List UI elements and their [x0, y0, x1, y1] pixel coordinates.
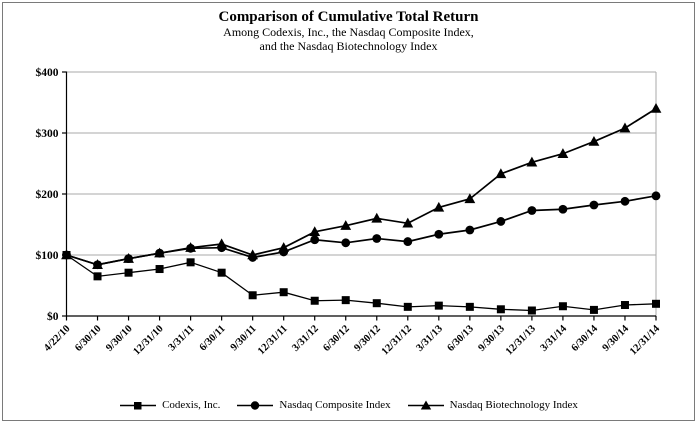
circle-marker-icon — [237, 400, 274, 410]
y-tick-label: $200 — [36, 188, 59, 201]
data-point-square — [403, 302, 412, 311]
x-tick-label: 12/31/14 — [628, 323, 663, 358]
data-point-triangle — [371, 212, 383, 223]
data-point-square — [248, 291, 257, 300]
data-point-circle — [558, 204, 568, 214]
chart-subtitle-line1: Among Codexis, Inc., the Nasdaq Composit… — [223, 25, 474, 40]
triangle-marker-icon — [407, 400, 444, 409]
data-point-triangle — [309, 226, 321, 237]
data-point-square — [372, 299, 381, 308]
x-tick-label: 12/31/11 — [256, 323, 290, 357]
legend-item-nasdaq-biotech: Nasdaq Biotechnology Index — [407, 399, 578, 411]
data-point-square — [310, 296, 319, 305]
data-point-triangle — [185, 242, 197, 252]
x-tick-label: 6/30/10 — [73, 323, 103, 353]
y-tick-label: $300 — [36, 127, 59, 140]
chart-legend: Codexis, Inc. Nasdaq Composite Index Nas… — [0, 399, 697, 411]
data-point-circle — [496, 217, 506, 226]
data-point-circle — [403, 237, 413, 246]
x-tick-label: 12/31/13 — [504, 323, 538, 357]
y-tick-label: $400 — [36, 66, 59, 79]
x-tick-label: 3/31/14 — [539, 323, 570, 354]
x-tick-label: 9/30/12 — [352, 323, 382, 353]
legend-label-codexis: Codexis, Inc. — [162, 399, 221, 411]
x-tick-label: 6/30/12 — [321, 323, 351, 353]
data-point-square — [341, 296, 350, 305]
x-tick-label: 6/30/13 — [445, 323, 475, 353]
x-tick-label: 6/30/11 — [198, 323, 228, 353]
data-point-circle — [465, 225, 475, 235]
legend-item-codexis: Codexis, Inc. — [119, 399, 220, 411]
legend-item-nasdaq-composite: Nasdaq Composite Index — [236, 399, 391, 411]
data-point-square — [155, 265, 164, 274]
x-tick-label: 4/22/10 — [42, 323, 72, 353]
data-point-square — [620, 301, 629, 310]
series-line-square — [66, 254, 657, 312]
x-tick-label: 12/31/12 — [380, 323, 414, 357]
data-point-circle — [434, 229, 444, 239]
data-point-triangle — [650, 103, 662, 113]
data-point-square — [124, 268, 133, 277]
data-point-square — [93, 272, 102, 281]
x-tick-label: 3/31/12 — [290, 323, 320, 353]
x-tick-label: 6/30/14 — [570, 323, 601, 354]
y-tick-label: $100 — [36, 249, 59, 262]
data-point-triangle — [464, 193, 476, 204]
data-point-square — [496, 305, 505, 314]
data-point-square — [589, 305, 598, 314]
x-tick-label: 12/31/10 — [132, 323, 166, 357]
chart-title: Comparison of Cumulative Total Return — [218, 9, 479, 25]
data-point-square — [652, 299, 660, 308]
data-point-triangle — [433, 201, 445, 212]
data-point-triangle — [216, 238, 228, 249]
x-tick-label: 9/30/13 — [477, 323, 507, 353]
data-point-circle — [651, 191, 661, 201]
legend-label-nasdaq-biotech: Nasdaq Biotechnology Index — [449, 399, 578, 411]
data-point-triangle — [402, 217, 414, 228]
data-point-triangle — [247, 249, 259, 260]
data-point-circle — [620, 196, 630, 206]
data-point-square — [279, 288, 288, 297]
data-point-triangle — [340, 220, 352, 230]
data-point-square — [465, 302, 474, 311]
data-point-square — [434, 301, 443, 310]
x-tick-label: 9/30/14 — [601, 323, 632, 354]
y-tick-label: $0 — [47, 310, 59, 323]
square-marker-icon — [120, 401, 157, 409]
data-point-triangle — [619, 122, 631, 133]
x-tick-label: 9/30/11 — [229, 323, 259, 353]
data-point-square — [527, 306, 536, 315]
x-tick-label: 3/31/13 — [414, 323, 444, 353]
data-point-triangle — [557, 148, 569, 158]
x-tick-label: 3/31/11 — [167, 323, 197, 353]
data-point-circle — [589, 200, 599, 210]
series-line-triangle — [66, 107, 657, 266]
data-point-circle — [527, 206, 537, 215]
data-point-square — [217, 268, 226, 277]
data-point-triangle — [154, 247, 165, 258]
data-point-circle — [310, 235, 320, 245]
chart-header: Comparison of Cumulative Total Return Am… — [0, 9, 697, 54]
chart-subtitle-line2: and the Nasdaq Biotechnology Index — [259, 39, 438, 54]
data-point-square — [558, 302, 567, 311]
data-point-circle — [341, 238, 351, 248]
data-point-triangle — [278, 242, 290, 252]
data-point-triangle — [123, 253, 134, 263]
data-point-triangle — [588, 135, 600, 146]
data-point-triangle — [495, 168, 507, 179]
data-point-triangle — [526, 156, 538, 167]
legend-label-nasdaq-composite: Nasdaq Composite Index — [279, 399, 391, 411]
data-point-triangle — [92, 259, 103, 269]
data-point-square — [186, 258, 195, 267]
x-tick-label: 9/30/10 — [104, 323, 134, 353]
data-point-circle — [372, 234, 382, 243]
